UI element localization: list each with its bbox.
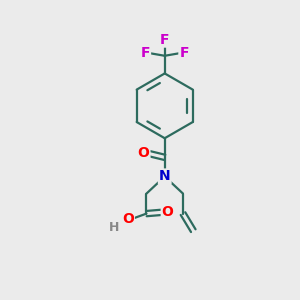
Text: O: O xyxy=(122,212,134,226)
Text: F: F xyxy=(160,33,169,46)
Text: F: F xyxy=(140,46,150,60)
Text: H: H xyxy=(109,221,119,234)
Text: N: N xyxy=(159,169,170,184)
Text: O: O xyxy=(162,205,174,219)
Text: O: O xyxy=(138,146,149,160)
Text: F: F xyxy=(179,46,189,60)
